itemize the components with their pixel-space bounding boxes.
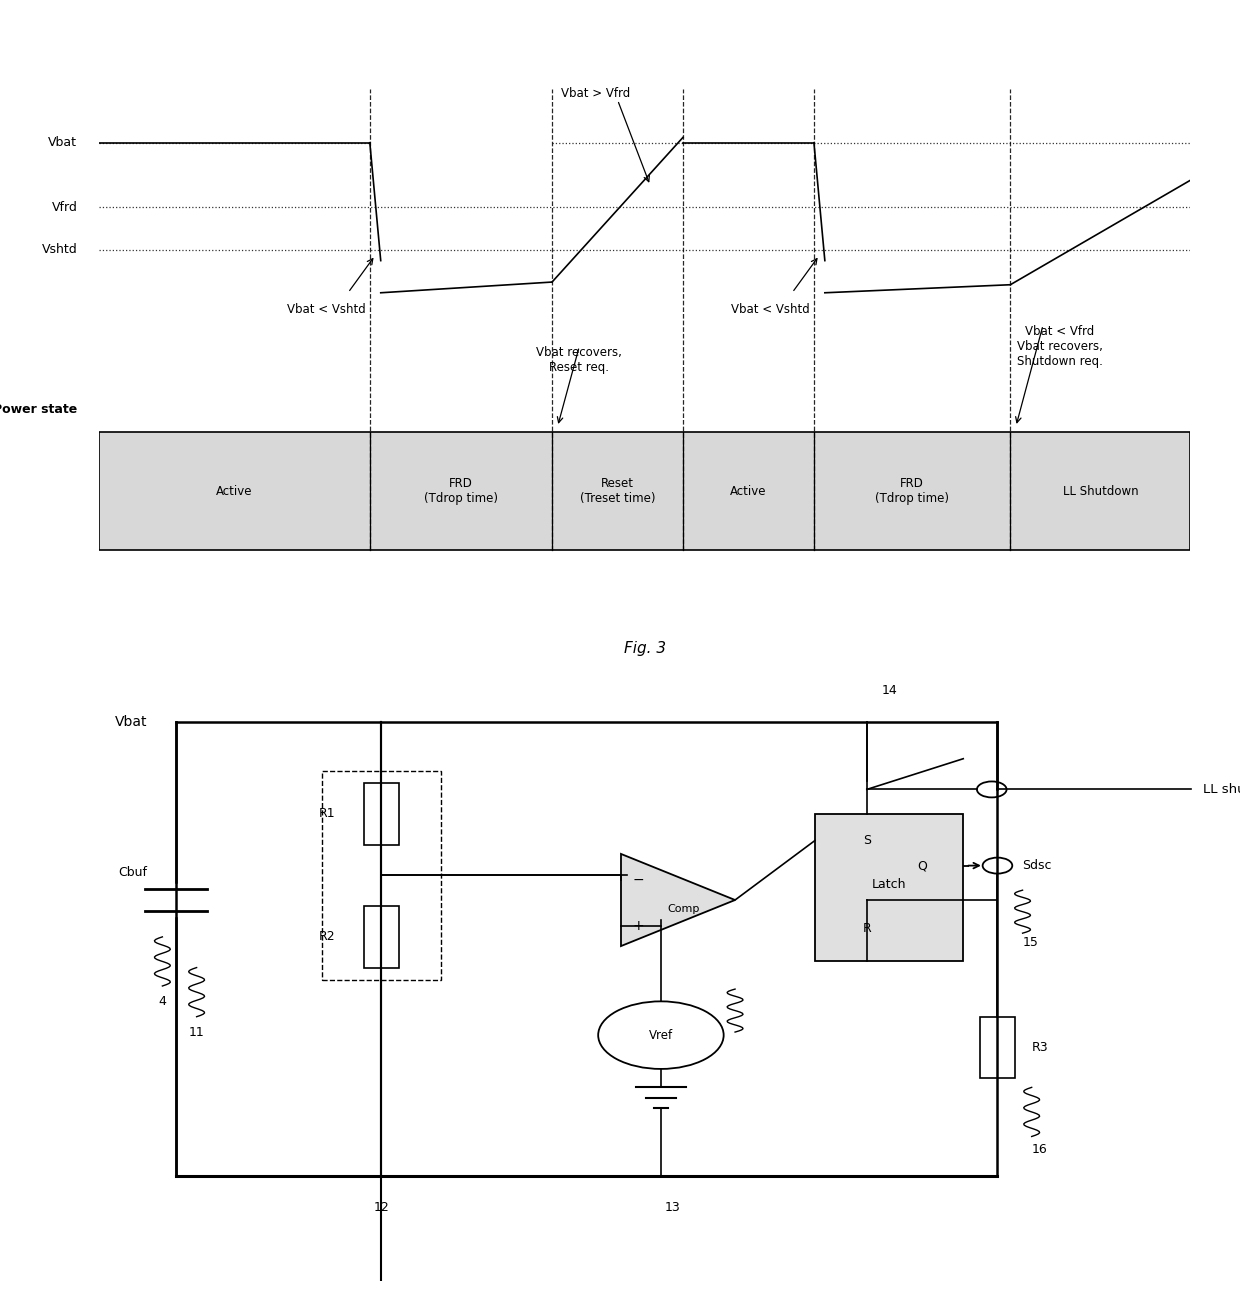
Text: Vfrd: Vfrd — [52, 200, 77, 213]
Text: Vref: Vref — [649, 1029, 673, 1042]
Text: 15: 15 — [1023, 936, 1038, 949]
Text: Latch: Latch — [872, 878, 906, 891]
Text: Comp: Comp — [667, 904, 699, 914]
Text: Vbat: Vbat — [48, 136, 77, 149]
Text: +: + — [632, 919, 644, 933]
Text: R1: R1 — [319, 808, 336, 821]
Text: Reset
(Treset time): Reset (Treset time) — [580, 477, 655, 505]
Text: FRD
(Tdrop time): FRD (Tdrop time) — [424, 477, 498, 505]
Circle shape — [598, 1001, 724, 1069]
Text: Sdsc: Sdsc — [1023, 859, 1052, 872]
Text: 11: 11 — [188, 1026, 205, 1039]
Text: Vbat < Vfrd
Vbat recovers,
Shutdown req.: Vbat < Vfrd Vbat recovers, Shutdown req. — [1017, 325, 1102, 367]
Text: R3: R3 — [1032, 1040, 1048, 1053]
Text: 14: 14 — [882, 685, 897, 698]
Text: Power state: Power state — [0, 403, 77, 416]
Polygon shape — [621, 853, 735, 946]
Text: 13: 13 — [665, 1201, 681, 1214]
FancyBboxPatch shape — [365, 906, 398, 967]
Text: LL shutdown: LL shutdown — [1203, 783, 1240, 796]
Text: S: S — [863, 834, 870, 847]
Text: FRD
(Tdrop time): FRD (Tdrop time) — [875, 477, 949, 505]
Text: Active: Active — [730, 485, 766, 498]
Text: 4: 4 — [159, 995, 166, 1008]
Text: Vbat recovers,
Reset req.: Vbat recovers, Reset req. — [537, 346, 622, 374]
FancyBboxPatch shape — [99, 433, 1190, 550]
Text: −: − — [632, 873, 644, 887]
FancyBboxPatch shape — [365, 783, 398, 844]
Text: Vbat < Vshtd: Vbat < Vshtd — [286, 303, 366, 316]
Text: LL Shutdown: LL Shutdown — [1063, 485, 1138, 498]
Text: Vshtd: Vshtd — [42, 243, 77, 256]
FancyBboxPatch shape — [815, 814, 963, 962]
Text: Q: Q — [916, 859, 926, 872]
Text: R: R — [863, 923, 872, 936]
Text: Cbuf: Cbuf — [119, 865, 148, 878]
Text: 16: 16 — [1032, 1142, 1048, 1155]
Text: Vbat > Vfrd: Vbat > Vfrd — [560, 86, 630, 99]
Text: Vbat < Vshtd: Vbat < Vshtd — [730, 303, 810, 316]
Text: Fig. 3: Fig. 3 — [624, 640, 666, 656]
Text: R2: R2 — [319, 931, 336, 944]
FancyBboxPatch shape — [981, 1017, 1014, 1078]
Text: 12: 12 — [373, 1201, 389, 1214]
Text: Vbat: Vbat — [115, 715, 148, 729]
Text: Active: Active — [216, 485, 253, 498]
